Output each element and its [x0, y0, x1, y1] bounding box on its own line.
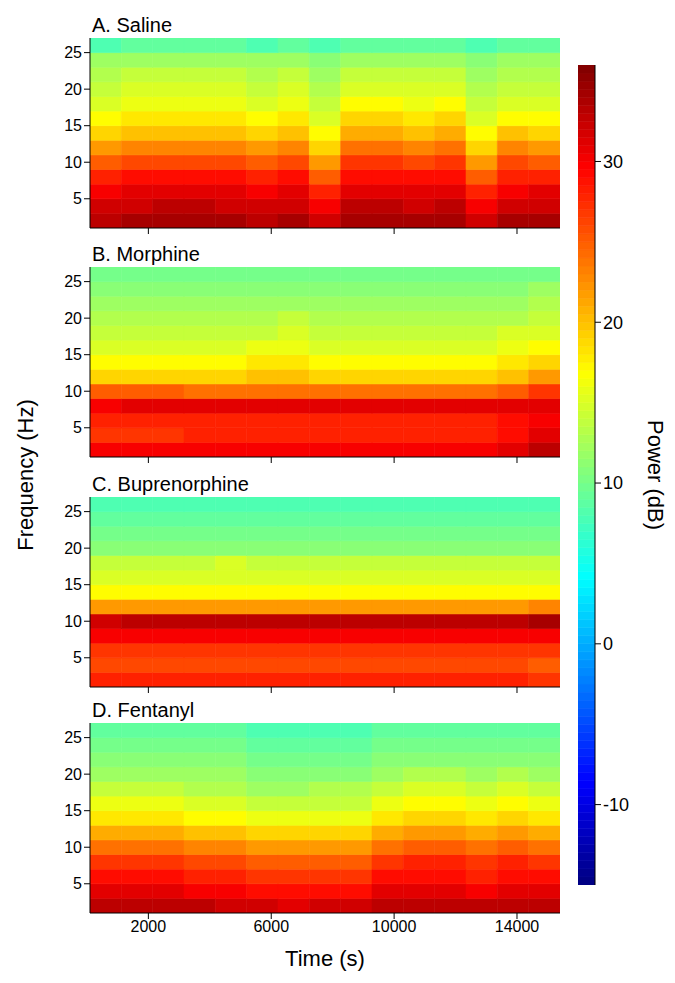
svg-text:14000: 14000: [495, 918, 540, 935]
svg-text:C. Buprenorphine: C. Buprenorphine: [92, 473, 249, 495]
svg-text:Frequency (Hz): Frequency (Hz): [13, 399, 38, 551]
svg-text:15: 15: [64, 802, 82, 819]
svg-text:15: 15: [64, 117, 82, 134]
svg-text:20: 20: [603, 313, 623, 333]
svg-text:20: 20: [64, 81, 82, 98]
svg-text:D. Fentanyl: D. Fentanyl: [92, 699, 194, 721]
svg-text:15: 15: [64, 576, 82, 593]
svg-text:25: 25: [64, 729, 82, 746]
svg-text:20: 20: [64, 766, 82, 783]
svg-text:5: 5: [73, 875, 82, 892]
svg-text:Power (dB): Power (dB): [643, 420, 668, 530]
svg-text:0: 0: [603, 634, 613, 654]
svg-text:-10: -10: [603, 795, 629, 815]
svg-text:20: 20: [64, 540, 82, 557]
svg-text:10000: 10000: [372, 918, 417, 935]
svg-text:5: 5: [73, 649, 82, 666]
svg-text:10: 10: [64, 154, 82, 171]
svg-text:15: 15: [64, 346, 82, 363]
svg-text:25: 25: [64, 44, 82, 61]
svg-text:5: 5: [73, 190, 82, 207]
svg-text:10: 10: [603, 473, 623, 493]
svg-text:B. Morphine: B. Morphine: [92, 243, 200, 265]
svg-text:30: 30: [603, 152, 623, 172]
svg-text:25: 25: [64, 503, 82, 520]
svg-text:Time (s): Time (s): [285, 946, 365, 971]
svg-text:A. Saline: A. Saline: [92, 14, 172, 36]
svg-text:2000: 2000: [131, 918, 167, 935]
svg-text:20: 20: [64, 310, 82, 327]
svg-text:10: 10: [64, 383, 82, 400]
svg-text:5: 5: [73, 419, 82, 436]
svg-text:6000: 6000: [253, 918, 289, 935]
svg-text:25: 25: [64, 273, 82, 290]
svg-text:10: 10: [64, 613, 82, 630]
svg-text:10: 10: [64, 839, 82, 856]
